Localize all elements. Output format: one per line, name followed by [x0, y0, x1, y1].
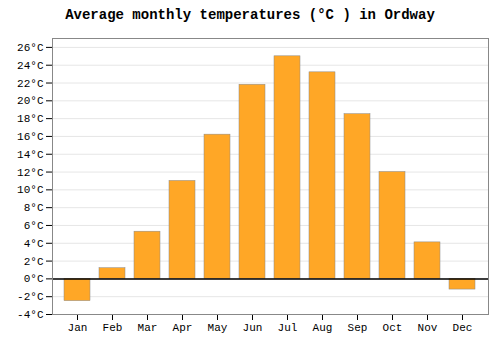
svg-text:Apr: Apr — [173, 322, 193, 334]
svg-text:May: May — [208, 322, 228, 334]
svg-text:Sep: Sep — [348, 322, 368, 334]
svg-text:Oct: Oct — [383, 322, 403, 334]
svg-text:-4°C: -4°C — [17, 309, 44, 321]
svg-text:8°C: 8°C — [24, 202, 44, 214]
svg-text:26°C: 26°C — [17, 42, 44, 54]
html-text:Average monthly temperatures (: Average monthly temperatures (°C ) in Or… — [65, 7, 435, 23]
svg-text:Jan: Jan — [68, 322, 88, 334]
svg-text:6°C: 6°C — [24, 220, 44, 232]
svg-text:18°C: 18°C — [17, 113, 44, 125]
svg-text:4°C: 4°C — [24, 238, 44, 250]
svg-text:24°C: 24°C — [17, 60, 44, 72]
svg-text:14°C: 14°C — [17, 149, 44, 161]
svg-text:16°C: 16°C — [17, 131, 44, 143]
svg-text:Jun: Jun — [243, 322, 263, 334]
svg-text:Aug: Aug — [313, 322, 333, 334]
svg-text:-2°C: -2°C — [17, 291, 44, 303]
svg-text:10°C: 10°C — [17, 184, 44, 196]
svg-text:Jul: Jul — [278, 322, 298, 334]
svg-text:Mar: Mar — [138, 322, 158, 334]
svg-text:20°C: 20°C — [17, 95, 44, 107]
svg-text:0°C: 0°C — [24, 273, 44, 285]
svg-text:12°C: 12°C — [17, 167, 44, 179]
svg-text:2°C: 2°C — [24, 256, 44, 268]
svg-text:Dec: Dec — [453, 322, 473, 334]
svg-text:Feb: Feb — [103, 322, 123, 334]
svg-text:22°C: 22°C — [17, 78, 44, 90]
svg-text:Nov: Nov — [418, 322, 438, 334]
